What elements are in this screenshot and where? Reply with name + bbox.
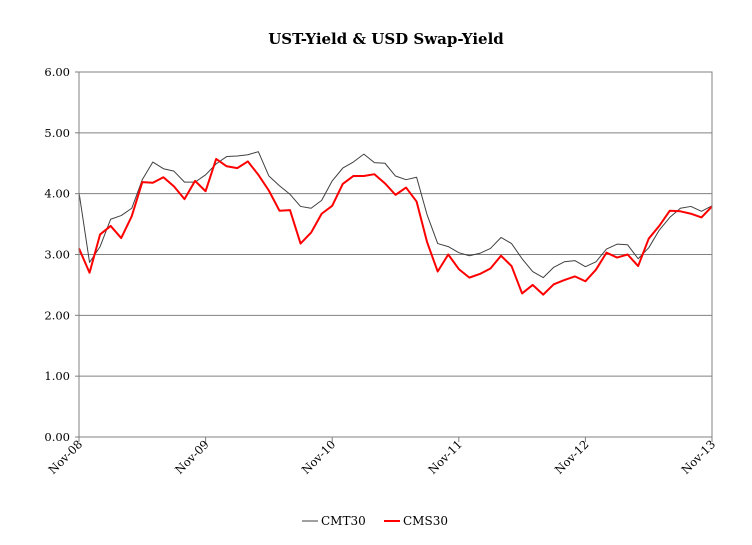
legend: CMT30 CMS30 xyxy=(302,514,448,528)
y-tick-label: 3.00 xyxy=(44,248,70,262)
legend-label-cms30: CMS30 xyxy=(403,514,448,528)
series-line-cmt30 xyxy=(78,151,713,279)
y-tick-label: 6.00 xyxy=(44,65,70,79)
x-tick-label: Nov-11 xyxy=(425,437,465,477)
y-tick-label: 5.00 xyxy=(44,126,70,140)
x-tick-label: Nov-13 xyxy=(679,437,719,477)
gridlines xyxy=(79,71,712,377)
y-axis-ticks: 0.00 1.00 2.00 3.00 4.00 5.00 6.00 xyxy=(44,65,79,444)
chart-title: UST-Yield & USD Swap-Yield xyxy=(268,30,504,48)
y-tick-label: 1.00 xyxy=(44,369,70,383)
x-tick-label: Nov-09 xyxy=(172,437,212,477)
x-axis-ticks: Nov-08 Nov-09 Nov-10 Nov-11 Nov-12 Nov-13 xyxy=(46,437,719,477)
x-tick-label: Nov-10 xyxy=(299,437,339,477)
y-tick-label: 0.00 xyxy=(44,430,70,444)
y-tick-label: 2.00 xyxy=(44,308,70,322)
y-tick-label: 4.00 xyxy=(44,187,70,201)
legend-label-cmt30: CMT30 xyxy=(321,514,366,528)
x-tick-label: Nov-12 xyxy=(552,437,592,477)
plot-frame xyxy=(78,71,713,438)
series-line-cms30 xyxy=(78,157,713,296)
series-lines xyxy=(78,151,713,296)
